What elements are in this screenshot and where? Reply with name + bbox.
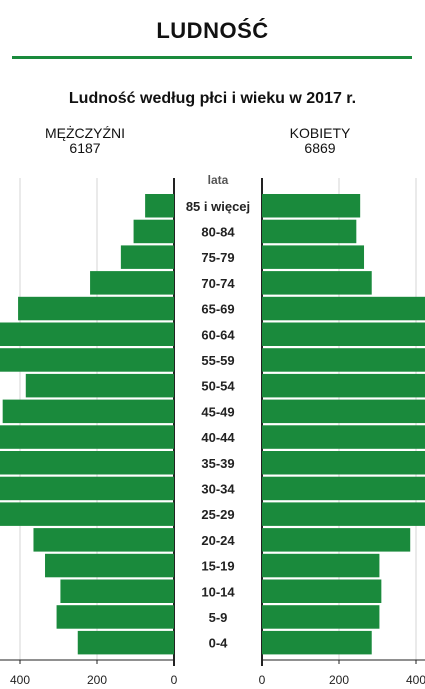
bar-women bbox=[262, 553, 380, 578]
men-series-label: MĘŻCZYŹNI bbox=[44, 125, 126, 141]
bar-men bbox=[60, 579, 174, 603]
x-tick-label-left: 200 bbox=[87, 673, 107, 687]
age-group-label: 80-84 bbox=[201, 224, 235, 239]
bar-women bbox=[262, 630, 372, 655]
bar-men bbox=[0, 348, 174, 372]
bar-men bbox=[56, 605, 175, 629]
bar-women bbox=[262, 322, 425, 346]
bar-women bbox=[262, 528, 411, 552]
age-group-label: 75-79 bbox=[201, 250, 234, 265]
bar-women bbox=[262, 476, 425, 501]
bar-women bbox=[262, 579, 382, 603]
bar-men bbox=[33, 528, 174, 552]
age-group-label: 65-69 bbox=[201, 302, 234, 317]
bar-women bbox=[262, 271, 372, 295]
bar-men bbox=[90, 271, 174, 295]
age-group-label: 35-39 bbox=[201, 456, 234, 471]
age-group-label: 15-19 bbox=[201, 559, 234, 574]
bar-women bbox=[262, 296, 425, 321]
age-group-label: 5-9 bbox=[209, 610, 228, 625]
bar-women bbox=[262, 425, 425, 449]
bar-women bbox=[262, 219, 357, 244]
age-group-label: 45-49 bbox=[201, 404, 234, 419]
bar-men bbox=[45, 553, 175, 578]
men-total: 6187 bbox=[69, 140, 101, 156]
chart-title: Ludność według płci i wieku w 2017 r. bbox=[68, 90, 357, 107]
x-tick-label-right: 200 bbox=[329, 673, 349, 687]
bar-men bbox=[18, 296, 175, 321]
bar-men bbox=[120, 245, 174, 269]
age-group-label: 30-34 bbox=[201, 481, 235, 496]
age-group-label: 85 i więcej bbox=[186, 199, 250, 214]
page-title: LUDNOŚĆ bbox=[156, 18, 269, 43]
x-tick-label-left: 400 bbox=[10, 673, 30, 687]
bar-men bbox=[0, 502, 175, 526]
title-divider bbox=[12, 56, 412, 59]
age-group-label: 60-64 bbox=[201, 327, 235, 342]
bar-men bbox=[0, 425, 174, 449]
men-legend: MĘŻCZYŹNI 6187 bbox=[30, 126, 140, 156]
women-series-label: KOBIETY bbox=[289, 125, 351, 141]
bar-men bbox=[0, 322, 175, 346]
x-tick-label-right: 0 bbox=[259, 673, 266, 687]
bar-men bbox=[25, 373, 175, 398]
bar-women bbox=[262, 451, 425, 475]
women-legend: KOBIETY 6869 bbox=[265, 126, 375, 156]
bar-men bbox=[0, 476, 174, 501]
x-tick-label-right: 400 bbox=[406, 673, 425, 687]
bar-women bbox=[262, 348, 425, 372]
age-group-label: 55-59 bbox=[201, 353, 234, 368]
bar-men bbox=[0, 451, 174, 475]
age-group-label: 40-44 bbox=[201, 430, 235, 445]
age-group-label: 10-14 bbox=[201, 584, 235, 599]
bar-women bbox=[262, 399, 425, 424]
age-group-label: 70-74 bbox=[201, 276, 235, 291]
bar-women bbox=[262, 194, 361, 218]
bar-women bbox=[262, 373, 425, 398]
age-group-label: 20-24 bbox=[201, 533, 235, 548]
category-header: lata bbox=[208, 173, 229, 187]
bar-women bbox=[262, 502, 425, 526]
age-group-label: 0-4 bbox=[209, 636, 229, 651]
bar-women bbox=[262, 605, 380, 629]
bar-men bbox=[77, 630, 174, 655]
bar-women bbox=[262, 245, 365, 269]
x-tick-label-left: 0 bbox=[171, 673, 178, 687]
bar-men bbox=[133, 219, 174, 244]
women-total: 6869 bbox=[304, 140, 336, 156]
age-group-label: 50-54 bbox=[201, 379, 235, 394]
bar-men bbox=[2, 399, 174, 424]
bar-men bbox=[145, 194, 174, 218]
age-group-label: 25-29 bbox=[201, 507, 234, 522]
